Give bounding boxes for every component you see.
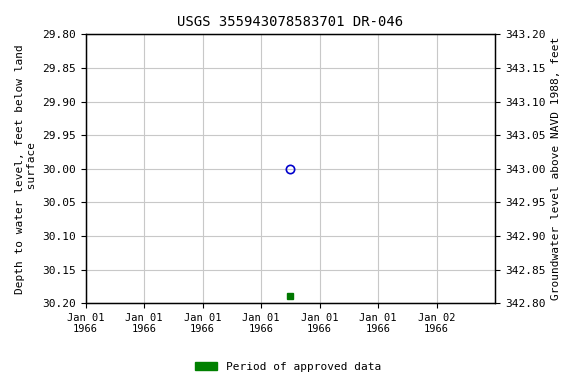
Legend: Period of approved data: Period of approved data <box>191 358 385 377</box>
Y-axis label: Depth to water level, feet below land
 surface: Depth to water level, feet below land su… <box>15 44 37 294</box>
Y-axis label: Groundwater level above NAVD 1988, feet: Groundwater level above NAVD 1988, feet <box>551 37 561 300</box>
Title: USGS 355943078583701 DR-046: USGS 355943078583701 DR-046 <box>177 15 403 29</box>
